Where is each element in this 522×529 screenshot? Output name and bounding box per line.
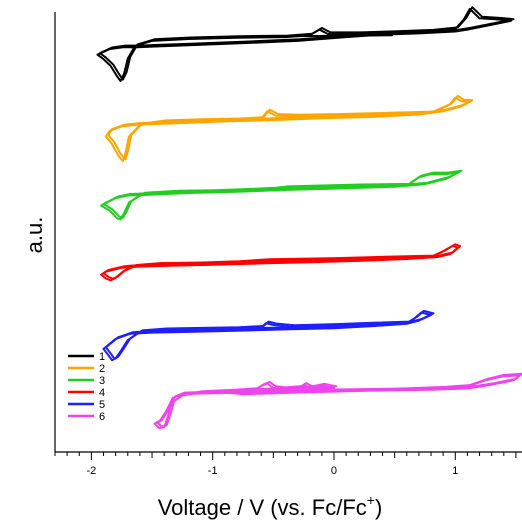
- series-2: [104, 94, 474, 162]
- series-traces: [96, 6, 522, 430]
- series-5-line-cycle2: [104, 309, 435, 360]
- x-tick-label: 1: [452, 465, 458, 477]
- series-2-line-cycle2: [107, 94, 474, 161]
- x-axis-tick-labels: -2 -1 0 1: [86, 465, 458, 477]
- x-axis-label: Voltage / V (vs. Fc/Fc+): [158, 492, 383, 520]
- legend-label-6: 6: [99, 411, 105, 423]
- x-tick-label: -1: [208, 465, 218, 477]
- series-2-segment: [217, 115, 317, 122]
- x-axis-label-superscript: +: [367, 492, 375, 508]
- series-6: [153, 372, 522, 430]
- legend-label-5: 5: [99, 399, 105, 411]
- series-6-line-cycle2: [155, 372, 522, 428]
- series-1: [96, 6, 515, 83]
- series-1-segment: [260, 34, 394, 38]
- legend-label-4: 4: [99, 387, 105, 399]
- legend-label-3: 3: [99, 375, 105, 387]
- series-5: [102, 309, 435, 362]
- series-2-line: [104, 96, 471, 162]
- series-4-segment: [260, 259, 323, 263]
- x-axis-label-close: ): [375, 495, 382, 520]
- series-5-segment: [248, 325, 323, 330]
- x-axis-label-main: Voltage / V (vs. Fc/Fc: [158, 495, 367, 520]
- series-4: [100, 243, 462, 282]
- series-6-line: [153, 374, 521, 430]
- series-3: [100, 169, 463, 221]
- series-3-segment: [254, 187, 329, 192]
- series-1-line-cycle2: [98, 6, 515, 81]
- plot-frame: [54, 12, 522, 453]
- legend-label-2: 2: [99, 363, 105, 375]
- series-4-line-cycle2: [102, 243, 462, 280]
- series-3-line-cycle2: [102, 169, 463, 219]
- y-axis-label: a.u.: [22, 217, 47, 254]
- x-axis-ticks: [54, 452, 517, 460]
- x-tick-label: -2: [86, 465, 96, 477]
- x-tick-label: 0: [331, 465, 337, 477]
- legend-label-1: 1: [99, 351, 105, 363]
- series-5-line: [102, 311, 432, 362]
- series-3-line: [100, 171, 460, 221]
